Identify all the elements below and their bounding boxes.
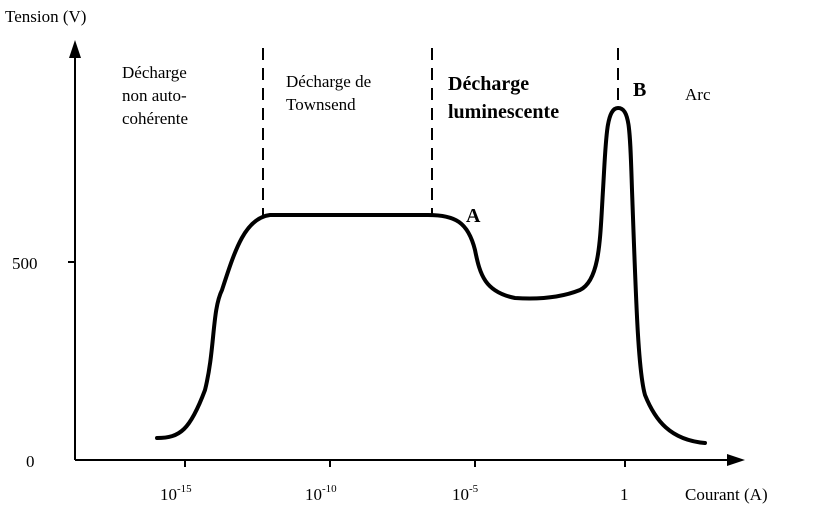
region-label: Décharge [122, 63, 187, 82]
axes [68, 50, 735, 467]
region-label: cohérente [122, 109, 188, 128]
region-label: luminescente [448, 101, 559, 123]
region-labels: Décharge non auto- cohérente Décharge de… [122, 63, 711, 128]
region-label: non auto- [122, 86, 187, 105]
curve [155, 105, 707, 445]
point-label: A [466, 205, 481, 227]
y-arrow [69, 40, 81, 58]
point-label: B [633, 79, 646, 101]
y-tick-label: 0 [26, 452, 35, 471]
y-tick-label: 500 [12, 254, 38, 273]
y-axis-label: Tension (V) [5, 7, 86, 26]
x-axis-label: Courant (A) [685, 485, 768, 504]
region-dividers [262, 48, 619, 215]
x-arrow [727, 454, 745, 466]
region-label: Arc [685, 85, 711, 104]
region-label: Townsend [286, 95, 356, 114]
x-tick-label: 10-10 [305, 483, 337, 504]
region-label: Décharge de [286, 72, 371, 91]
x-tick-label: 1 [620, 485, 629, 504]
x-tick-label: 10-15 [160, 483, 192, 504]
region-label: Décharge [448, 73, 529, 95]
x-tick-labels: 10-15 10-10 10-5 1 [160, 483, 629, 504]
x-tick-label: 10-5 [452, 483, 479, 504]
